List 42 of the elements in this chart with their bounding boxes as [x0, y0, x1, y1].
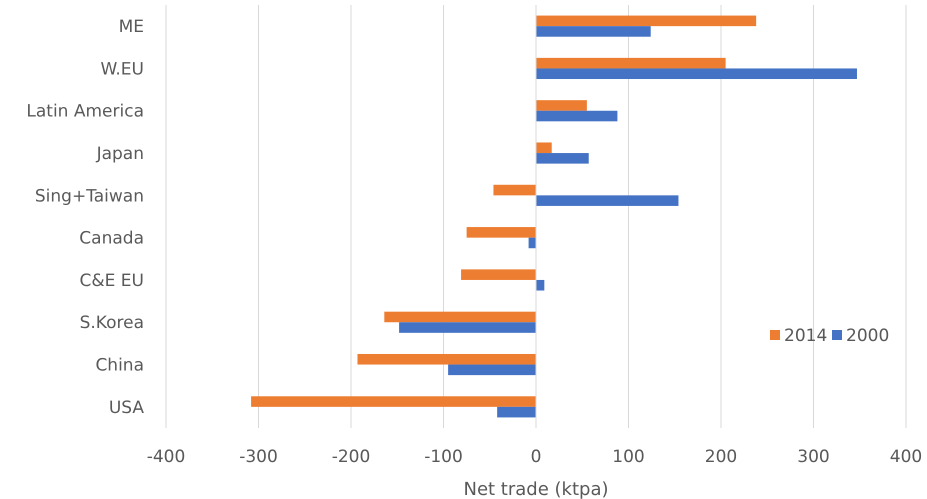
y-tick-label: S.Korea [80, 313, 144, 334]
y-tick-label: Japan [96, 144, 144, 164]
bar [536, 142, 552, 154]
x-tick-label: 0 [530, 447, 542, 467]
y-tick-label: Sing+Taiwan [34, 186, 144, 206]
y-tick-label: ME [118, 17, 144, 38]
bar [528, 238, 536, 248]
bar [536, 26, 651, 37]
bar [399, 322, 536, 333]
bar [466, 227, 536, 238]
x-axis-title: Net trade (ktpa) [463, 479, 609, 499]
bar [536, 195, 678, 206]
x-tick-label: 400 [890, 447, 922, 467]
x-tick-label: -400 [146, 447, 186, 467]
bar [251, 396, 536, 407]
x-tick-label: -100 [424, 447, 463, 467]
bar [536, 100, 587, 111]
legend-label: 2000 [846, 326, 890, 346]
x-tick-label: 300 [797, 447, 830, 467]
y-tick-label: Latin America [26, 102, 144, 122]
y-tick-label: C&E EU [80, 270, 144, 291]
bar [536, 68, 857, 80]
x-tick-label: -200 [332, 447, 370, 467]
bar [536, 153, 589, 164]
bar [536, 16, 756, 26]
x-tick-label: -300 [239, 447, 278, 467]
y-tick-label: USA [108, 398, 144, 418]
bar [497, 406, 536, 418]
x-tick-label: 100 [612, 447, 645, 467]
y-tick-label: W.EU [100, 59, 144, 80]
y-tick-label: China [95, 356, 144, 376]
bar [384, 312, 536, 322]
bar [357, 354, 536, 365]
legend-label: 2014 [784, 326, 828, 346]
x-tick-label: 200 [704, 447, 738, 467]
bar [493, 184, 536, 196]
bar [536, 280, 544, 291]
bar [461, 269, 536, 280]
bar [448, 364, 536, 376]
y-tick-label: Canada [79, 228, 144, 249]
bar [536, 110, 618, 122]
bar [536, 58, 726, 68]
